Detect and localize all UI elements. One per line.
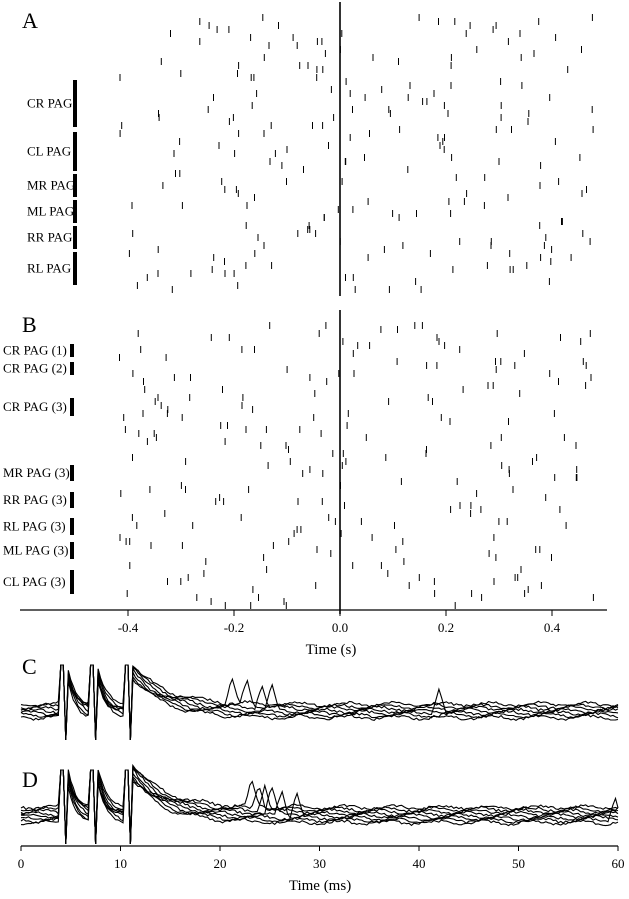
group-label: ML PAG — [27, 204, 74, 219]
group-bar — [70, 398, 74, 416]
group-label: RR PAG — [27, 230, 72, 245]
raster-panel-b: CR PAG (1) CR PAG (2) CR PAG (3) MR PAG (3)… — [3, 310, 594, 614]
group-bar — [70, 344, 74, 357]
group-bar — [70, 518, 74, 535]
x-axis-title: Time (s) — [306, 642, 357, 658]
x-axis-title: Time (ms) — [289, 878, 351, 894]
x-tick-label: 0 — [18, 856, 25, 871]
x-tick-label: 10 — [114, 856, 127, 871]
group-bar — [70, 465, 74, 481]
x-tick-label: 30 — [313, 856, 326, 871]
x-tick-label: 0.0 — [332, 620, 348, 635]
x-tick-label: 40 — [413, 856, 426, 871]
x-tick-label: 20 — [214, 856, 227, 871]
panel-label-b: B — [22, 312, 37, 337]
panel-label-d: D — [22, 767, 38, 792]
x-tick-label: -0.2 — [224, 620, 245, 635]
group-label: CL PAG — [27, 144, 71, 159]
group-bar — [73, 226, 77, 249]
voltage-trace — [20, 664, 619, 741]
voltage-trace — [20, 664, 619, 741]
group-label: RL PAG (3) — [3, 519, 66, 534]
group-label: CR PAG — [27, 96, 72, 111]
group-label: MR PAG — [27, 178, 75, 193]
voltage-trace — [20, 763, 619, 845]
group-label: CR PAG (1) — [3, 343, 67, 358]
group-bar — [73, 80, 77, 127]
panel-label-c: C — [22, 654, 37, 679]
group-label: MR PAG (3) — [3, 465, 70, 480]
group-bar — [70, 492, 74, 508]
group-label: RL PAG — [27, 261, 71, 276]
group-bar — [70, 542, 74, 559]
x-tick-label: -0.4 — [118, 620, 139, 635]
voltage-trace — [20, 769, 619, 845]
group-label: CR PAG (2) — [3, 361, 67, 376]
voltage-trace — [20, 766, 619, 845]
x-tick-label: 0.2 — [438, 620, 454, 635]
voltage-trace — [20, 769, 619, 845]
x-tick-label: 50 — [512, 856, 525, 871]
voltage-trace — [20, 769, 619, 845]
x-tick-label: 60 — [612, 856, 625, 871]
group-bar — [73, 174, 77, 197]
group-bar — [70, 362, 74, 375]
trace-panel-d — [20, 763, 619, 845]
group-bar — [73, 132, 77, 171]
voltage-trace — [20, 664, 619, 741]
x-tick-label: 0.4 — [544, 620, 561, 635]
group-bar — [73, 252, 77, 285]
time-axis-milliseconds: 0 10 20 30 40 50 60 Time (ms) — [18, 845, 625, 894]
raster-panel-a: CR PAG CL PAG MR PAG ML PAG RR PAG RL PAG — [27, 2, 594, 296]
voltage-trace — [20, 664, 619, 741]
trace-panel-c — [20, 664, 619, 741]
group-label: CL PAG (3) — [3, 574, 66, 589]
voltage-trace — [20, 765, 619, 845]
group-bar — [70, 570, 74, 594]
group-bar — [73, 200, 77, 223]
time-axis-seconds: -0.4 -0.2 0.0 0.2 0.4 Time (s) — [20, 609, 607, 658]
voltage-trace — [20, 769, 619, 845]
voltage-trace — [20, 664, 619, 741]
group-label: CR PAG (3) — [3, 399, 67, 414]
panel-label-a: A — [22, 8, 38, 33]
group-label: RR PAG (3) — [3, 492, 67, 507]
group-label: ML PAG (3) — [3, 543, 69, 558]
